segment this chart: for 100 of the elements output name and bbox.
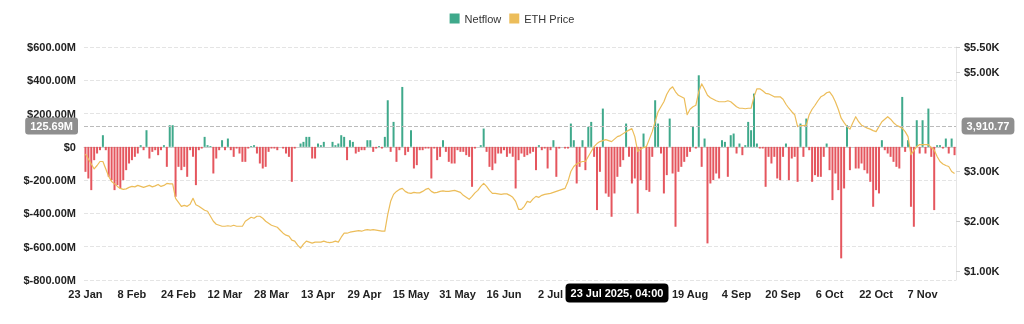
- bar: [441, 140, 444, 147]
- bar: [587, 126, 590, 147]
- bar: [819, 146, 822, 177]
- bar: [308, 136, 311, 147]
- bar: [596, 146, 599, 211]
- bar: [348, 140, 351, 147]
- bar: [194, 146, 197, 186]
- bar: [872, 146, 875, 207]
- bar: [857, 146, 860, 169]
- bar: [706, 146, 709, 244]
- x-tick-label: 8 Feb: [117, 287, 147, 300]
- bar: [133, 146, 136, 157]
- bar: [462, 146, 465, 152]
- text: 3,910.77: [966, 120, 1010, 132]
- bar: [107, 146, 110, 177]
- bar: [505, 146, 508, 157]
- x-tick-label: 15 May: [392, 287, 431, 300]
- bar: [904, 146, 907, 152]
- bar: [901, 96, 904, 147]
- bar: [488, 146, 491, 167]
- bar: [354, 146, 357, 154]
- bar: [918, 146, 921, 154]
- y2-tick-label: $5.50K: [964, 41, 1000, 53]
- text: 23 Jul 2025, 04:00: [570, 287, 664, 299]
- bar: [924, 146, 927, 154]
- bar: [366, 140, 369, 147]
- bar: [148, 146, 151, 159]
- legend-label: ETH Price: [524, 12, 575, 25]
- y2-tick-label: $1.00K: [964, 265, 1000, 278]
- y-tick-label: $400.00M: [27, 74, 76, 87]
- bar: [244, 146, 247, 162]
- bar: [947, 146, 950, 154]
- y2-tick-label: $3.00K: [964, 165, 1000, 178]
- y-tick-label: $200.00M: [27, 107, 76, 120]
- x-tick-label: 20 Sep: [765, 287, 802, 300]
- bar: [180, 146, 183, 171]
- bar: [136, 146, 139, 154]
- bar: [453, 146, 456, 164]
- y-tick-label: $600.00M: [27, 41, 76, 53]
- bar: [101, 135, 104, 147]
- bar: [944, 138, 947, 147]
- bar: [898, 146, 901, 169]
- bar: [846, 125, 848, 147]
- bar: [523, 146, 526, 157]
- bar: [697, 75, 700, 147]
- bar: [203, 136, 206, 147]
- x-tick-label: 13 Apr: [301, 287, 336, 300]
- bar: [113, 146, 116, 191]
- x-tick-label: 22 Oct: [859, 287, 894, 300]
- bar: [410, 130, 412, 147]
- bar: [343, 136, 346, 147]
- bar: [575, 146, 578, 184]
- bar: [322, 141, 325, 147]
- bar: [584, 146, 587, 171]
- bar: [221, 140, 224, 147]
- bar: [529, 146, 532, 154]
- bar: [921, 120, 924, 147]
- x-tick-label: 7 Nov: [907, 287, 939, 300]
- bar: [471, 146, 474, 187]
- bar: [285, 146, 288, 154]
- y-tick-label: $-200.00M: [23, 174, 76, 187]
- ref-line-label: 125.69M: [30, 119, 73, 132]
- bar: [116, 146, 119, 186]
- bar: [534, 146, 537, 171]
- bar: [732, 133, 735, 147]
- x-tick-label: 4 Sep: [721, 287, 752, 300]
- bar: [407, 146, 410, 152]
- bar: [590, 121, 593, 147]
- x-tick-label: 29 Apr: [347, 287, 383, 300]
- bar: [912, 146, 915, 227]
- bar: [642, 133, 645, 147]
- bar: [508, 146, 511, 154]
- bar: [90, 146, 93, 191]
- line-series: [84, 83, 956, 249]
- legend-label: Netflow: [464, 12, 502, 25]
- bar: [514, 146, 517, 189]
- bar: [261, 146, 264, 169]
- bar: [718, 146, 721, 179]
- bar: [831, 146, 834, 201]
- bar: [764, 146, 767, 187]
- bar: [351, 141, 354, 147]
- bar: [212, 146, 215, 174]
- bar: [877, 146, 880, 194]
- bar: [555, 146, 558, 177]
- bar: [436, 146, 439, 161]
- bar: [482, 128, 485, 147]
- bar: [415, 146, 418, 166]
- bar: [401, 86, 404, 147]
- bar: [802, 146, 805, 157]
- bar: [848, 146, 851, 171]
- bar: [369, 140, 372, 147]
- bar: [950, 138, 953, 147]
- bar: [165, 146, 168, 167]
- bar: [645, 146, 648, 191]
- x-tick-label: 24 Feb: [161, 287, 197, 300]
- x-tick-label: 12 Mar: [207, 287, 244, 300]
- bar: [880, 140, 883, 147]
- x-tick-label: 23 Jan: [68, 287, 103, 300]
- bar: [735, 146, 738, 154]
- bar: [552, 140, 555, 147]
